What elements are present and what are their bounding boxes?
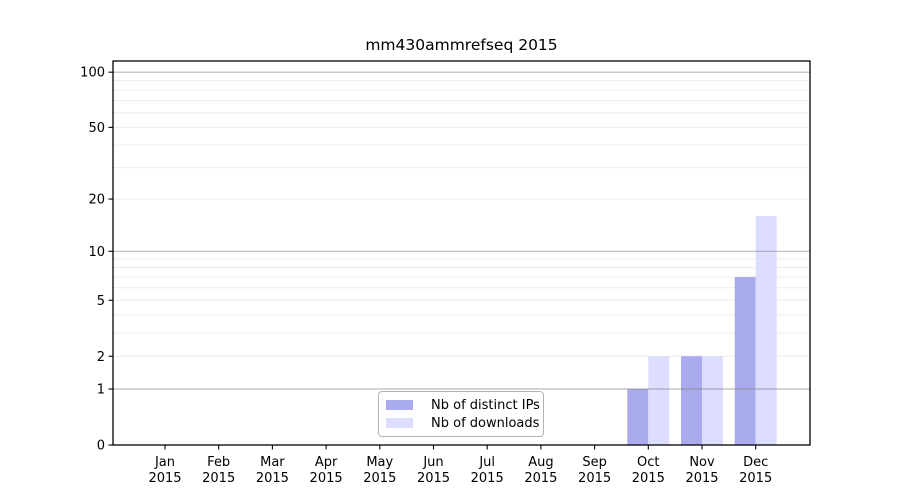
x-tick-label-month: Jun	[422, 455, 443, 470]
y-tick-label: 50	[88, 121, 105, 136]
y-tick-label: 20	[88, 193, 105, 208]
bar-dec-downloads	[755, 216, 777, 445]
x-tick-label-month: Aug	[528, 455, 553, 470]
x-tick-label-year: 2015	[256, 471, 289, 486]
x-tick-label-year: 2015	[685, 471, 718, 486]
x-tick-label-month: Mar	[260, 455, 285, 470]
x-tick-label-year: 2015	[417, 471, 450, 486]
legend-label-distinct-ips: Nb of distinct IPs	[431, 397, 540, 413]
y-tick-label: 2	[97, 350, 105, 365]
chart-title: mm430ammrefseq 2015	[365, 36, 558, 54]
x-tick-label-year: 2015	[471, 471, 504, 486]
y-tick-label: 5	[97, 294, 105, 309]
x-tick-label-year: 2015	[310, 471, 343, 486]
x-tick-label-month: Jan	[154, 455, 175, 470]
legend-swatch-distinct-ips	[386, 399, 413, 411]
x-tick-label-year: 2015	[739, 471, 772, 486]
bar-oct-downloads	[648, 356, 670, 445]
x-tick-label-month: Oct	[637, 455, 659, 470]
x-tick-label-year: 2015	[632, 471, 665, 486]
x-tick-label-month: Apr	[315, 455, 338, 470]
legend-swatch-downloads	[386, 417, 413, 429]
legend-label-downloads: Nb of downloads	[431, 415, 540, 431]
x-tick-label-year: 2015	[578, 471, 611, 486]
x-tick-label-year: 2015	[524, 471, 557, 486]
y-tick-label: 1	[97, 383, 105, 398]
x-tick-label-month: Sep	[582, 455, 607, 470]
legend-row-distinct-ips: Nb of distinct IPs	[386, 397, 543, 413]
legend: Nb of distinct IPs Nb of downloads	[378, 391, 544, 437]
x-tick-label-year: 2015	[363, 471, 396, 486]
x-tick-label-year: 2015	[148, 471, 181, 486]
y-tick-label: 100	[80, 66, 105, 81]
x-tick-label-month: Feb	[207, 455, 230, 470]
bar-oct-distinct-ips	[627, 389, 649, 445]
x-tick-label-year: 2015	[202, 471, 235, 486]
y-tick-label: 10	[88, 245, 105, 260]
x-tick-label-month: May	[366, 455, 393, 470]
x-tick-label-month: Dec	[743, 455, 768, 470]
x-tick-label-month: Nov	[689, 455, 715, 470]
y-tick-label: 0	[97, 439, 105, 454]
x-tick-label-month: Jul	[478, 455, 495, 470]
bar-nov-distinct-ips	[681, 356, 702, 445]
bar-dec-distinct-ips	[734, 277, 756, 445]
legend-row-downloads: Nb of downloads	[386, 415, 543, 431]
plot-border	[112, 60, 811, 446]
bar-nov-downloads	[702, 356, 723, 445]
